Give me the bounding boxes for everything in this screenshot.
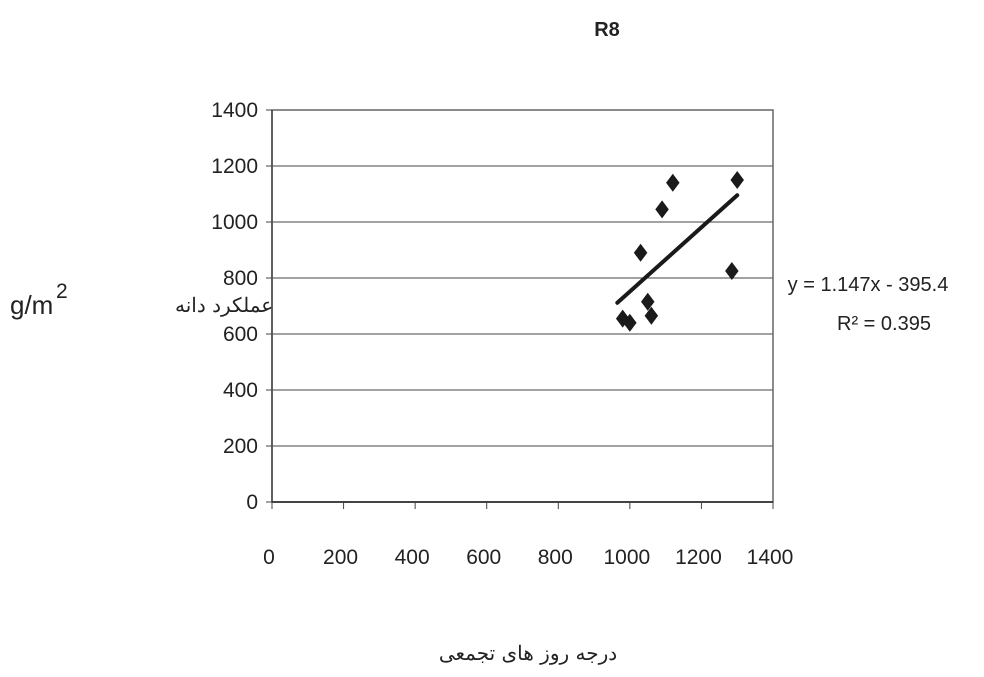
y-tick-label: 0: [246, 491, 258, 514]
y-tick-label: 400: [223, 379, 258, 402]
y-axis-label: g/m 2 عملکرد دانه: [10, 280, 273, 320]
trendline-r-squared: R² = 0.395: [837, 313, 931, 335]
chart-title: R8: [594, 19, 620, 41]
axes: [266, 109, 774, 509]
x-tick-label: 200: [323, 546, 358, 569]
tick-labels: 0 200 400 600 800 1000 1200 1400 0 200 400 600 800 10…: [211, 99, 793, 569]
y-tick-label: 1400: [211, 99, 258, 122]
x-tick-label: 1000: [603, 546, 650, 569]
y-tick-label: 1000: [211, 211, 258, 234]
data-point-3: [633, 243, 648, 262]
y-tick-label: 1200: [211, 155, 258, 178]
plot-frame: [271, 109, 774, 503]
x-tick-label: 0: [263, 546, 275, 569]
x-tick-label: 400: [395, 546, 430, 569]
y-tick-label: 600: [223, 323, 258, 346]
y-tick-label: 800: [223, 267, 258, 290]
y-axis-unit-exponent: 2: [56, 280, 68, 303]
x-tick-label: 600: [466, 546, 501, 569]
data-point-6: [655, 200, 669, 219]
trendline-group: [615, 193, 740, 305]
grid-lines: [272, 109, 773, 447]
data-points: [615, 171, 744, 332]
x-tick-label: 800: [538, 546, 573, 569]
data-point-2: [623, 313, 637, 332]
data-point-4: [641, 292, 655, 311]
trendline-label: y = 1.147x - 395.4 R² = 0.395: [788, 274, 949, 335]
data-point-9: [730, 171, 744, 189]
y-axis-title: عملکرد دانه: [175, 293, 273, 317]
y-tick-label: 200: [223, 435, 258, 458]
trendline-equation: y = 1.147x - 395.4: [788, 274, 949, 296]
x-axis-title: درجه روز های تجمعی: [439, 641, 617, 665]
trendline: [615, 193, 740, 305]
data-point-5: [644, 306, 659, 325]
x-tick-label: 1200: [675, 546, 722, 569]
x-tick-label: 1400: [747, 546, 794, 569]
data-point-7: [666, 173, 680, 192]
data-point-8: [725, 262, 739, 280]
y-axis-unit: g/m: [10, 290, 53, 320]
